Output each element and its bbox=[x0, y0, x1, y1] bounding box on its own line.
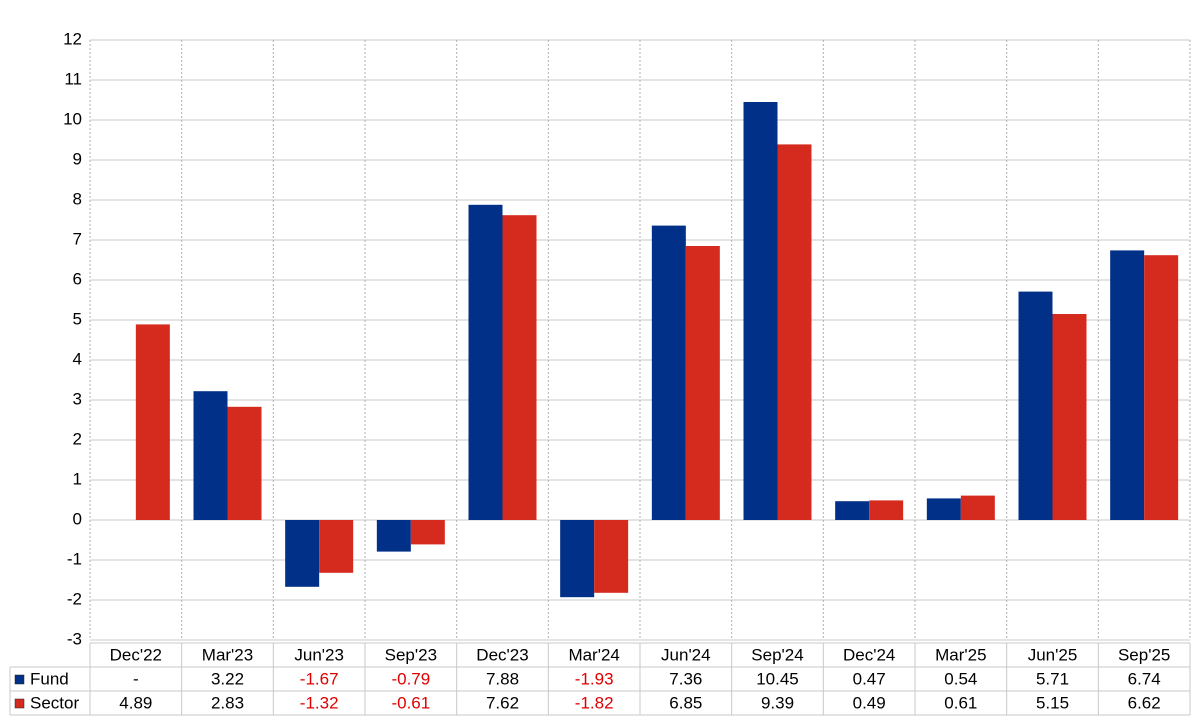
bar bbox=[594, 520, 629, 593]
y-tick-label: 6 bbox=[73, 269, 82, 288]
x-tick-label: Sep'24 bbox=[751, 645, 803, 664]
y-tick-label: 5 bbox=[73, 309, 82, 328]
bar bbox=[685, 246, 720, 520]
y-tick-label: 10 bbox=[63, 109, 82, 128]
table-cell: -1.82 bbox=[575, 693, 614, 712]
table-cell: 0.61 bbox=[944, 693, 977, 712]
y-tick-label: 11 bbox=[64, 69, 82, 88]
table-cell: 9.39 bbox=[761, 693, 794, 712]
bar bbox=[1018, 291, 1053, 520]
table-cell: 7.88 bbox=[486, 669, 519, 688]
bar bbox=[1144, 255, 1179, 520]
bar bbox=[651, 225, 686, 520]
table-cell: 7.36 bbox=[669, 669, 702, 688]
table-cell: 6.85 bbox=[669, 693, 702, 712]
table-cell: 2.83 bbox=[211, 693, 244, 712]
y-tick-label: 4 bbox=[73, 349, 82, 368]
legend-swatch bbox=[14, 698, 25, 709]
bar bbox=[560, 520, 595, 598]
y-tick-label: 9 bbox=[73, 149, 82, 168]
legend-label: Fund bbox=[30, 669, 69, 688]
legend-swatch bbox=[14, 674, 25, 685]
x-tick-label: Dec'22 bbox=[110, 645, 162, 664]
y-tick-label: -2 bbox=[67, 589, 82, 608]
x-tick-label: Sep'23 bbox=[385, 645, 437, 664]
x-tick-label: Jun'24 bbox=[661, 645, 711, 664]
bar bbox=[1110, 250, 1145, 520]
bar bbox=[835, 501, 870, 520]
x-tick-label: Sep'25 bbox=[1118, 645, 1170, 664]
table-cell: 3.22 bbox=[211, 669, 244, 688]
y-tick-label: 2 bbox=[73, 429, 82, 448]
legend-label: Sector bbox=[30, 693, 79, 712]
y-tick-label: 12 bbox=[63, 29, 82, 48]
table-cell: 0.54 bbox=[944, 669, 977, 688]
bar bbox=[227, 406, 262, 520]
bar bbox=[135, 324, 170, 520]
table-cell: - bbox=[133, 669, 139, 688]
bar bbox=[502, 215, 537, 520]
y-tick-label: 0 bbox=[73, 509, 82, 528]
bar bbox=[376, 520, 411, 552]
table-cell: 6.62 bbox=[1128, 693, 1161, 712]
table-cell: 0.49 bbox=[853, 693, 886, 712]
y-tick-label: -3 bbox=[67, 629, 82, 648]
bar bbox=[410, 520, 445, 545]
bar bbox=[777, 144, 812, 520]
table-cell: 5.15 bbox=[1036, 693, 1069, 712]
x-tick-label: Mar'25 bbox=[935, 645, 986, 664]
x-tick-label: Jun'23 bbox=[294, 645, 344, 664]
y-tick-label: -1 bbox=[67, 549, 82, 568]
table-cell: -1.32 bbox=[300, 693, 339, 712]
bar bbox=[285, 520, 320, 587]
bar bbox=[869, 500, 904, 520]
x-tick-label: Dec'23 bbox=[476, 645, 528, 664]
y-tick-label: 1 bbox=[73, 469, 82, 488]
bar bbox=[1052, 314, 1087, 520]
table-cell: 4.89 bbox=[119, 693, 152, 712]
bar bbox=[193, 391, 228, 520]
bar bbox=[743, 102, 778, 520]
table-cell: 0.47 bbox=[853, 669, 886, 688]
table-cell: 7.62 bbox=[486, 693, 519, 712]
bar bbox=[926, 498, 961, 520]
y-tick-label: 8 bbox=[73, 189, 82, 208]
x-tick-label: Mar'24 bbox=[568, 645, 619, 664]
bar bbox=[960, 495, 995, 520]
table-cell: 6.74 bbox=[1128, 669, 1161, 688]
bar bbox=[468, 204, 503, 521]
table-cell: -0.79 bbox=[391, 669, 430, 688]
y-tick-label: 3 bbox=[73, 389, 82, 408]
table-cell: -1.93 bbox=[575, 669, 614, 688]
y-tick-label: 7 bbox=[73, 229, 82, 248]
bar bbox=[319, 520, 354, 573]
table-cell: -1.67 bbox=[300, 669, 339, 688]
x-tick-label: Dec'24 bbox=[843, 645, 895, 664]
x-tick-label: Jun'25 bbox=[1028, 645, 1078, 664]
table-cell: 10.45 bbox=[756, 669, 799, 688]
x-tick-label: Mar'23 bbox=[202, 645, 253, 664]
table-cell: -0.61 bbox=[391, 693, 430, 712]
table-cell: 5.71 bbox=[1036, 669, 1069, 688]
